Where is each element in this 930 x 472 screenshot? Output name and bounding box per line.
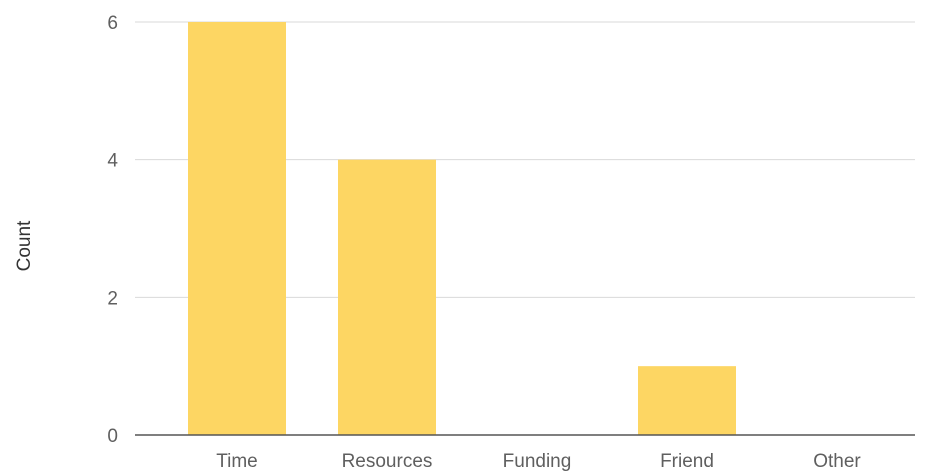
x-tick-label-other: Other [813, 451, 861, 472]
y-tick-label-6: 6 [107, 13, 118, 34]
bar-time [188, 22, 286, 435]
y-tick-label-4: 4 [107, 151, 118, 172]
y-tick-label-2: 2 [107, 288, 118, 309]
bar-resources [338, 159, 436, 435]
x-tick-label-time: Time [216, 451, 258, 472]
y-tick-label-0: 0 [107, 426, 118, 447]
x-tick-label-friend: Friend [660, 451, 714, 472]
bars [188, 22, 736, 435]
x-tick-label-funding: Funding [503, 451, 572, 472]
x-tick-label-resources: Resources [342, 451, 433, 472]
x-tick-labels: Time Resources Funding Friend Other [216, 451, 861, 472]
bar-friend [638, 366, 736, 435]
y-tick-labels: 0 2 4 6 [107, 13, 118, 447]
y-axis-title: Count [14, 220, 35, 271]
